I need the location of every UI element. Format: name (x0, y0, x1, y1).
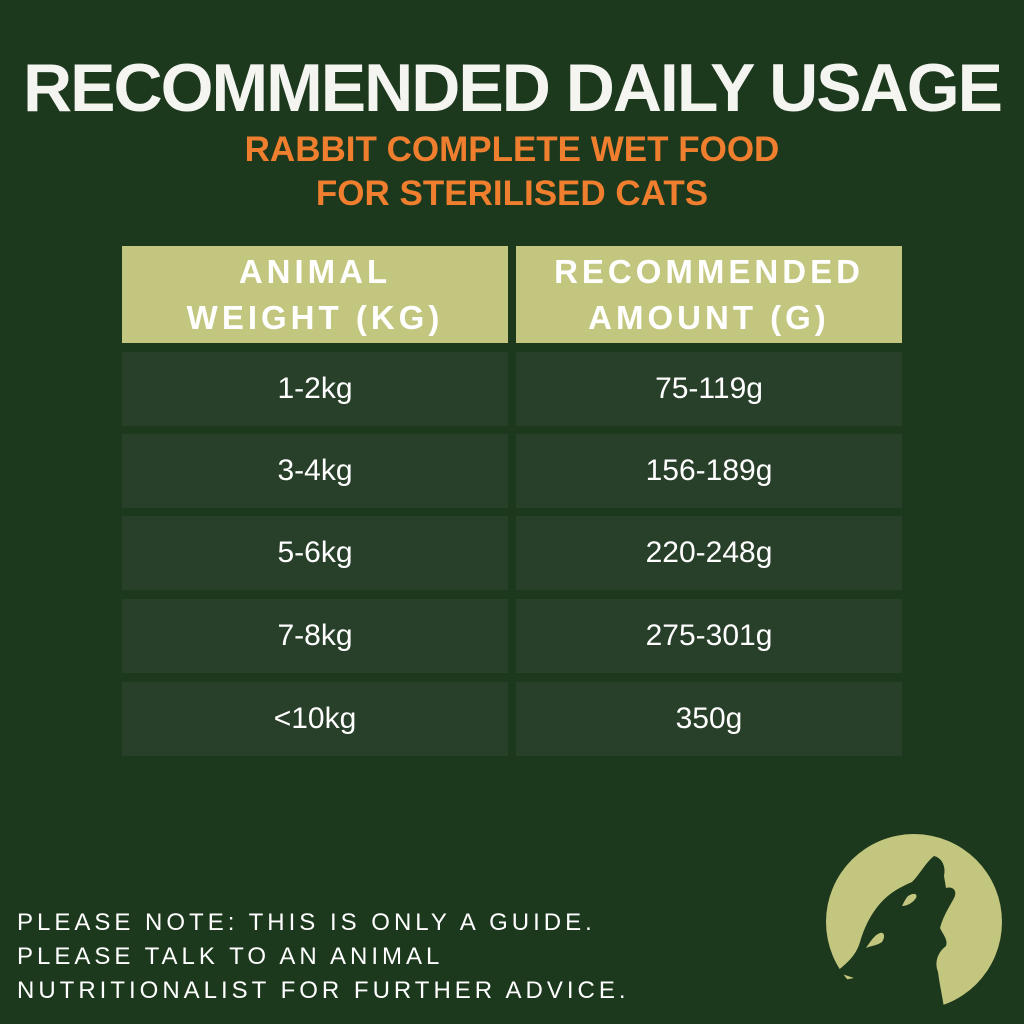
howling-wolf-moon-icon (826, 834, 1002, 1024)
header-line: AMOUNT (G) (588, 298, 830, 336)
table-cell-amount: 275-301g (516, 599, 902, 673)
header-recommended-amount: RECOMMENDED AMOUNT (G) (516, 246, 902, 343)
table-cell-weight: 7-8kg (122, 599, 508, 673)
header-line: WEIGHT (KG) (186, 298, 444, 336)
header-line: RECOMMENDED (554, 252, 864, 290)
table-cell-weight: <10kg (122, 682, 508, 756)
note-line: PLEASE NOTE: THIS IS ONLY A GUIDE. (17, 909, 596, 936)
table-cell-weight: 1-2kg (122, 352, 508, 426)
table-cell-amount: 75-119g (516, 352, 902, 426)
subtitle-line: RABBIT COMPLETE WET FOOD (244, 130, 780, 169)
subtitle-line: FOR STERILISED CATS (315, 174, 709, 213)
table-cell-weight: 3-4kg (122, 434, 508, 508)
table-cell-amount: 350g (516, 682, 902, 756)
table-cell-amount: 220-248g (516, 516, 902, 590)
page-title: RECOMMENDED DAILY USAGE (23, 50, 1003, 126)
table-cell-amount: 156-189g (516, 434, 902, 508)
note-line: NUTRITIONALIST FOR FURTHER ADVICE. (17, 977, 630, 1004)
header-line: ANIMAL (238, 252, 392, 290)
note-line: PLEASE TALK TO AN ANIMAL (17, 943, 444, 970)
table-cell-weight: 5-6kg (122, 516, 508, 590)
guide-note: PLEASE NOTE: THIS IS ONLY A GUIDE. PLEAS… (17, 906, 630, 1008)
subtitle: RABBIT COMPLETE WET FOOD FOR STERILISED … (0, 128, 1024, 216)
header-animal-weight: ANIMAL WEIGHT (KG) (122, 246, 508, 343)
